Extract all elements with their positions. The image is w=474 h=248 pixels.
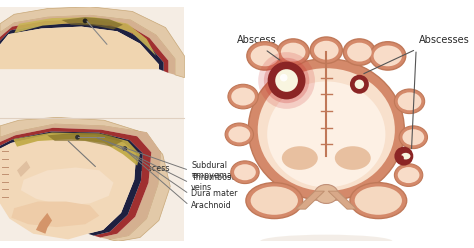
Ellipse shape <box>314 41 338 60</box>
Polygon shape <box>14 17 156 56</box>
Ellipse shape <box>251 45 279 66</box>
Ellipse shape <box>310 37 342 63</box>
Ellipse shape <box>401 153 410 159</box>
Circle shape <box>355 80 364 89</box>
Polygon shape <box>62 17 123 30</box>
Ellipse shape <box>398 92 421 110</box>
Text: Abscesses: Abscesses <box>419 34 470 45</box>
Polygon shape <box>0 124 161 239</box>
Polygon shape <box>296 191 324 209</box>
Polygon shape <box>0 7 184 118</box>
Ellipse shape <box>260 235 392 248</box>
Ellipse shape <box>347 43 372 62</box>
Polygon shape <box>11 202 100 227</box>
Ellipse shape <box>258 68 395 191</box>
Polygon shape <box>0 128 151 238</box>
Polygon shape <box>0 132 143 236</box>
Circle shape <box>280 74 288 81</box>
Text: Thrombosed
veins: Thrombosed veins <box>191 173 241 192</box>
Polygon shape <box>0 23 164 71</box>
Ellipse shape <box>374 45 402 66</box>
Circle shape <box>350 75 369 94</box>
Text: Subdural abscess: Subdural abscess <box>100 164 170 173</box>
Ellipse shape <box>394 164 423 186</box>
Polygon shape <box>328 191 356 209</box>
Ellipse shape <box>228 84 258 109</box>
Polygon shape <box>13 132 140 166</box>
Circle shape <box>268 62 305 99</box>
Ellipse shape <box>248 59 404 201</box>
Text: Subdural
empyema: Subdural empyema <box>191 161 232 180</box>
Ellipse shape <box>350 183 407 218</box>
Ellipse shape <box>343 39 375 65</box>
Ellipse shape <box>234 164 256 180</box>
Ellipse shape <box>314 185 338 203</box>
Polygon shape <box>0 19 168 73</box>
Polygon shape <box>17 161 30 177</box>
Ellipse shape <box>370 42 406 70</box>
Polygon shape <box>36 213 52 234</box>
Circle shape <box>398 155 404 161</box>
Text: Arachnoid: Arachnoid <box>191 201 232 210</box>
Ellipse shape <box>282 146 318 170</box>
Text: Abscess: Abscess <box>237 34 276 45</box>
Circle shape <box>275 69 298 92</box>
Polygon shape <box>21 167 113 205</box>
Polygon shape <box>0 7 184 78</box>
Ellipse shape <box>398 167 419 183</box>
Polygon shape <box>47 132 123 147</box>
Ellipse shape <box>247 42 283 70</box>
Ellipse shape <box>231 161 259 184</box>
Ellipse shape <box>394 89 425 114</box>
Polygon shape <box>0 134 136 239</box>
Ellipse shape <box>281 43 305 62</box>
Ellipse shape <box>228 126 250 142</box>
Polygon shape <box>0 27 159 69</box>
Ellipse shape <box>277 39 309 65</box>
Text: Dura mater: Dura mater <box>191 189 237 198</box>
Ellipse shape <box>231 88 255 106</box>
Circle shape <box>394 147 413 166</box>
Ellipse shape <box>402 129 424 145</box>
Ellipse shape <box>399 126 428 149</box>
Circle shape <box>83 19 87 23</box>
Circle shape <box>123 147 127 150</box>
Ellipse shape <box>246 183 303 218</box>
Ellipse shape <box>267 81 385 187</box>
Circle shape <box>76 136 79 139</box>
Ellipse shape <box>251 186 298 215</box>
Circle shape <box>264 58 309 103</box>
Circle shape <box>258 52 315 109</box>
Ellipse shape <box>335 146 371 170</box>
Polygon shape <box>0 15 175 75</box>
Polygon shape <box>0 117 170 241</box>
Ellipse shape <box>225 123 254 146</box>
Ellipse shape <box>355 186 402 215</box>
Polygon shape <box>0 118 184 241</box>
